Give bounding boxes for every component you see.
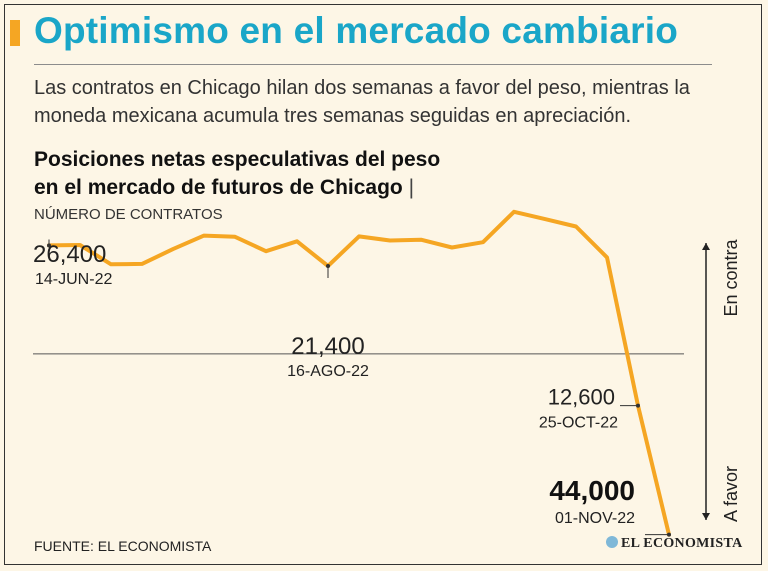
data-point (140, 262, 144, 266)
title-divider (34, 64, 712, 65)
data-point (574, 225, 578, 228)
brand-logo: EL ECONOMISTA (606, 536, 743, 552)
chart-title-cursor: | (408, 176, 415, 199)
chart-title-line1: Posiciones netas especulativas del peso (34, 148, 441, 171)
data-point (543, 217, 547, 221)
annotation-marker (667, 532, 671, 537)
annotation-marker (636, 403, 640, 408)
direction-label-favor: A favor (721, 466, 741, 522)
chart-title: Posiciones netas especulativas del peso … (34, 146, 440, 202)
data-point (481, 240, 485, 244)
annotation-date: 14-JUN-22 (35, 271, 112, 288)
chart-title-line2: en el mercado de futuros de Chicago (34, 176, 403, 199)
data-point (512, 210, 516, 213)
data-point (605, 256, 609, 259)
annotation-value: 26,400 (33, 241, 106, 268)
data-point (202, 234, 206, 237)
frame-border (4, 4, 762, 565)
data-point (388, 239, 392, 242)
data-point (171, 247, 175, 251)
annotation-value: 21,400 (291, 333, 364, 360)
annotation-value: 44,000 (549, 475, 635, 506)
direction-label-contra: En contra (721, 238, 741, 316)
data-point (357, 235, 361, 238)
data-point (295, 240, 299, 243)
annotation-value: 12,600 (548, 385, 615, 410)
title-accent-bar (10, 20, 20, 46)
data-point (109, 263, 113, 266)
data-point (419, 238, 423, 241)
annotation-date: 01-NOV-22 (555, 510, 635, 527)
y-axis-label: NÚMERO DE CONTRATOS (34, 206, 223, 223)
annotation-date: 25-OCT-22 (539, 415, 618, 432)
source-note: FUENTE: EL ECONOMISTA (34, 538, 212, 554)
page-subtitle: Las contratos en Chicago hilan dos seman… (34, 77, 690, 127)
annotation-marker (47, 243, 51, 248)
data-point (78, 243, 82, 247)
direction-arrow-down-head (702, 513, 710, 520)
data-point (233, 235, 237, 239)
annotation-date: 16-AGO-22 (287, 363, 369, 380)
brand-icon (606, 536, 618, 548)
brand-name: EL ECONOMISTA (621, 536, 743, 551)
data-point (264, 249, 268, 253)
data-point (450, 246, 454, 249)
direction-arrow-up-head (702, 243, 710, 250)
page-title: Optimismo en el mercado cambiario (34, 10, 679, 51)
annotation-marker (326, 263, 330, 268)
